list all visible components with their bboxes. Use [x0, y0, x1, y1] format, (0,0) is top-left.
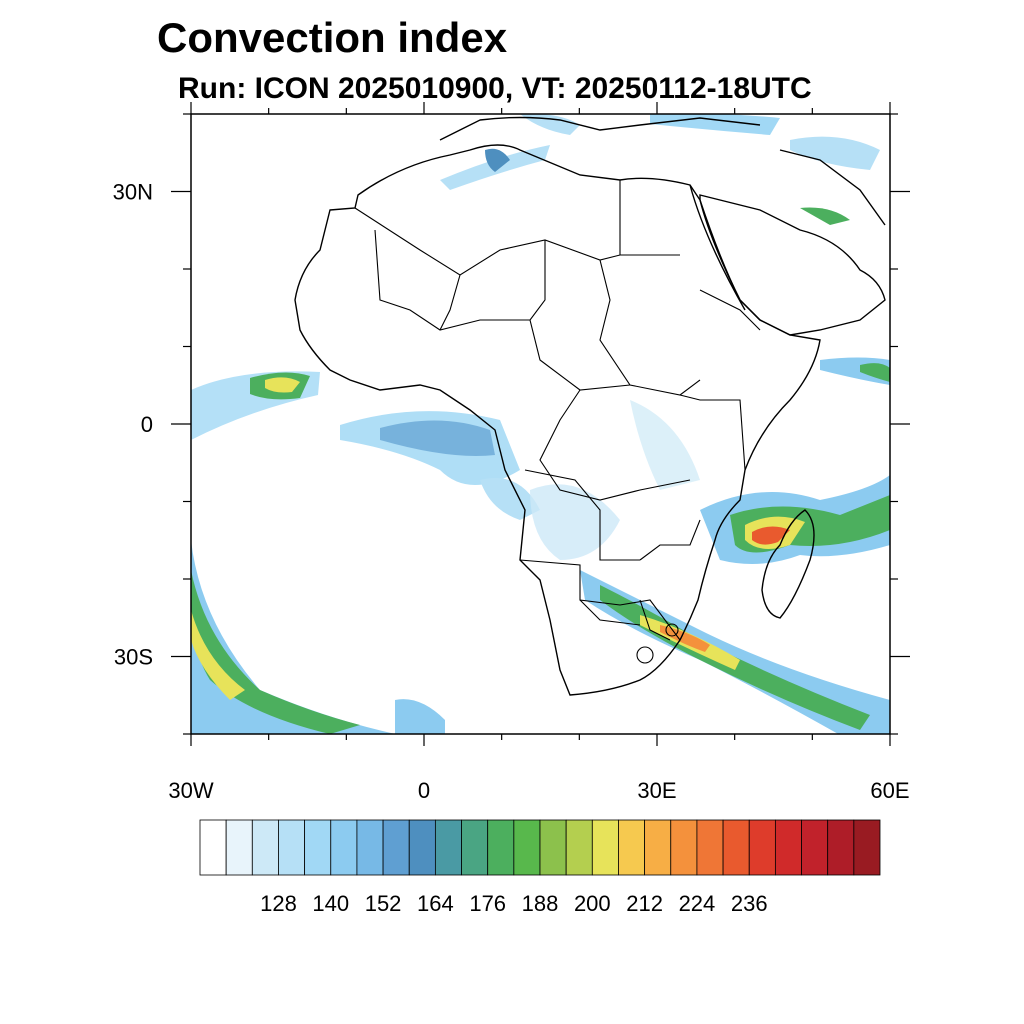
colorbar-swatch	[670, 819, 698, 876]
x-tick-label: 0	[418, 778, 430, 803]
y-tick-label: 0	[141, 412, 153, 437]
axis-tick-labels: 30W 0 30E 60E 30N 0 30S	[113, 180, 910, 804]
colorbar-swatch	[827, 819, 855, 876]
country-borders	[354, 180, 761, 664]
colorbar-swatch	[382, 819, 410, 876]
map-frame	[190, 113, 891, 735]
colorbar-swatch	[408, 819, 436, 876]
colorbar-label: 188	[522, 891, 559, 916]
axis-ticks	[171, 102, 910, 746]
colorbar-swatch	[644, 819, 672, 876]
colorbar-swatch	[539, 819, 567, 876]
colorbar-swatch	[801, 819, 829, 876]
colorbar-swatch	[513, 819, 541, 876]
colorbar-swatch	[225, 819, 253, 876]
colorbar-swatch	[434, 819, 462, 876]
chart-title: Convection index	[157, 14, 508, 61]
x-tick-label: 30W	[168, 778, 213, 803]
colorbar-label: 152	[365, 891, 402, 916]
colorbar-swatch	[461, 819, 489, 876]
colorbar-label: 176	[469, 891, 506, 916]
colorbar-swatch	[356, 819, 384, 876]
y-tick-label: 30S	[114, 645, 153, 670]
colorbar-swatch	[591, 819, 619, 876]
colorbar-labels: 128 140 152 164 176 188 200 212 224 236	[260, 891, 767, 916]
colorbar	[199, 819, 881, 876]
colorbar-swatch	[618, 819, 646, 876]
colorbar-label: 212	[626, 891, 663, 916]
colorbar-label: 236	[731, 891, 768, 916]
coastlines	[294, 116, 886, 696]
colorbar-swatch	[487, 819, 515, 876]
colorbar-label: 200	[574, 891, 611, 916]
colorbar-swatch	[696, 819, 724, 876]
colorbar-swatch	[199, 819, 227, 876]
colorbar-swatch	[565, 819, 593, 876]
colorbar-swatch	[304, 819, 332, 876]
colorbar-swatch	[722, 819, 750, 876]
convection-field	[191, 114, 890, 734]
colorbar-label: 128	[260, 891, 297, 916]
colorbar-label: 140	[312, 891, 349, 916]
colorbar-swatch	[774, 819, 802, 876]
colorbar-swatch	[251, 819, 279, 876]
colorbar-label: 224	[679, 891, 716, 916]
y-tick-label: 30N	[113, 180, 153, 205]
colorbar-swatch	[278, 819, 306, 876]
x-tick-label: 60E	[870, 778, 909, 803]
colorbar-swatch	[330, 819, 358, 876]
colorbar-swatch	[748, 819, 776, 876]
x-tick-label: 30E	[637, 778, 676, 803]
colorbar-swatch	[853, 819, 881, 876]
chart-subtitle: Run: ICON 2025010900, VT: 20250112-18UTC	[178, 72, 812, 105]
colorbar-label: 164	[417, 891, 454, 916]
